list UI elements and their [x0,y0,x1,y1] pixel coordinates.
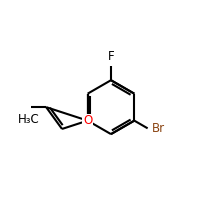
Text: O: O [83,114,92,127]
Text: Br: Br [151,122,165,135]
Text: H₃C: H₃C [18,113,40,126]
Text: F: F [108,49,114,62]
